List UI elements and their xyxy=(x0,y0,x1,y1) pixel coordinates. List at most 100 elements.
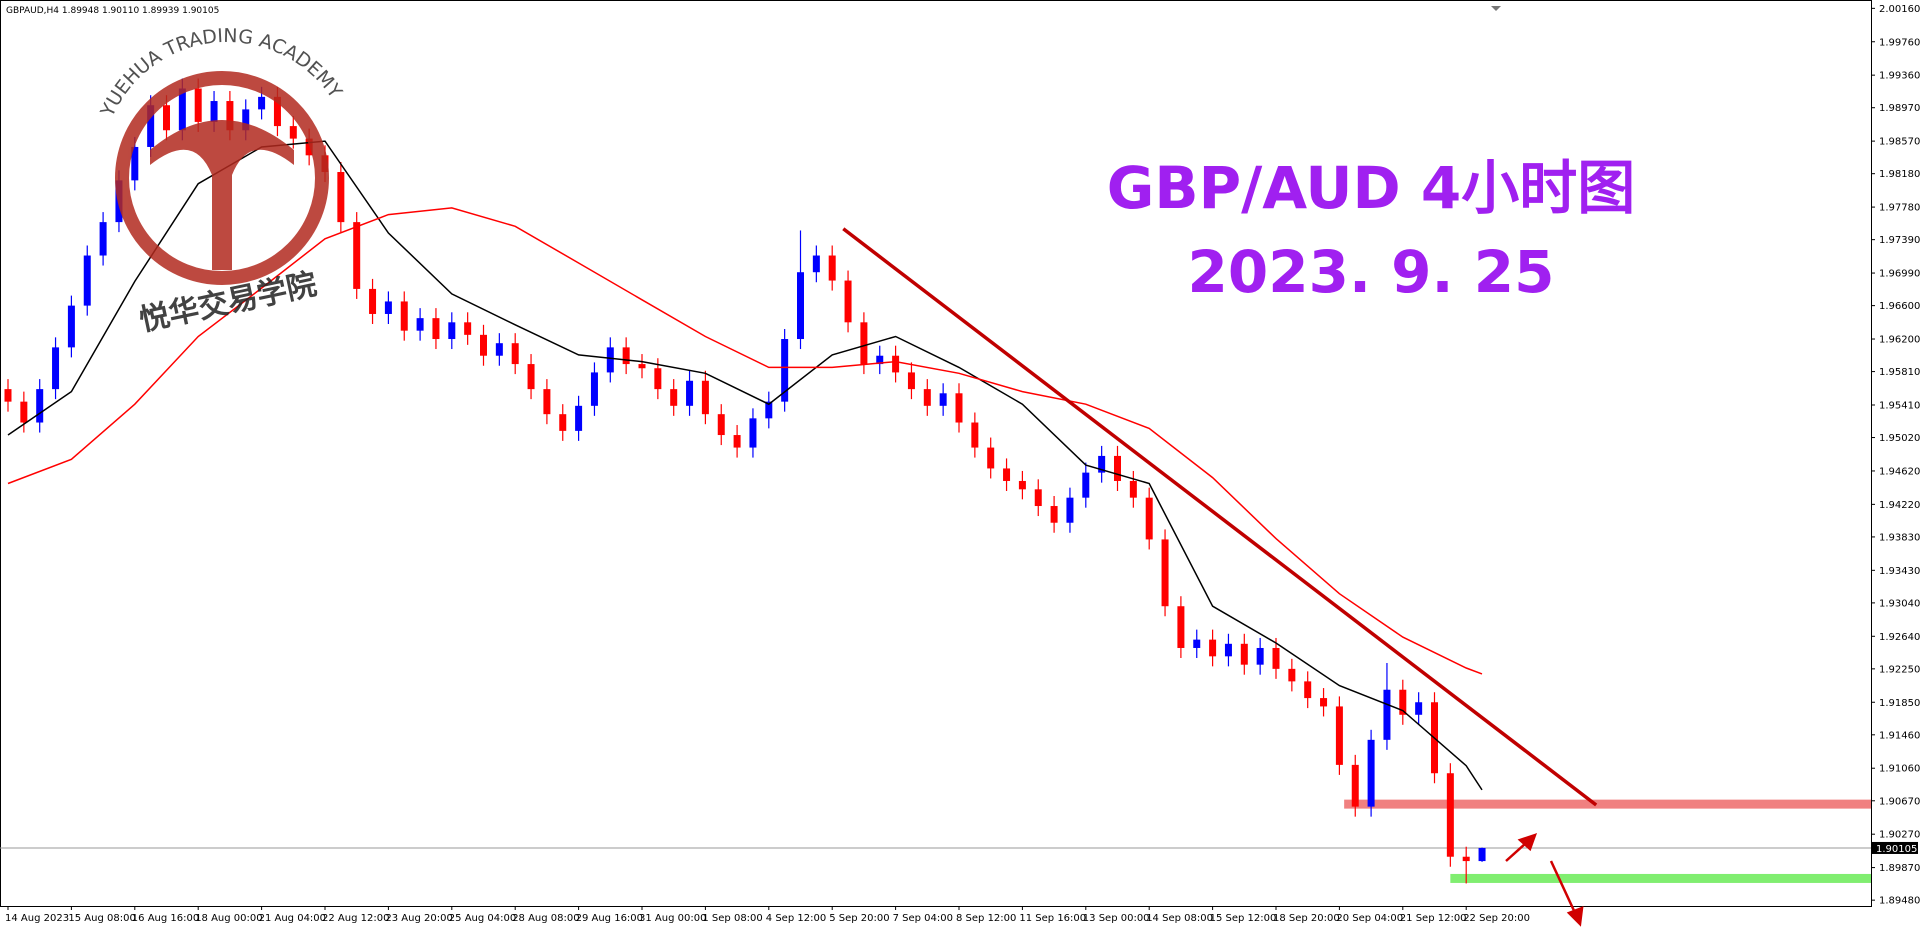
candle-body xyxy=(923,389,931,406)
candle-body xyxy=(733,435,741,448)
candle-body xyxy=(638,364,646,369)
y-tick-label: 2.00160 xyxy=(1879,4,1920,15)
candle-body xyxy=(1161,539,1169,607)
price-zone xyxy=(1344,799,1871,809)
current-price-label: 1.90105 xyxy=(1876,844,1917,855)
candle-body xyxy=(1304,681,1312,699)
candle-body xyxy=(1082,472,1090,498)
y-tick-label: 1.89480 xyxy=(1879,896,1920,907)
y-tick-label: 1.94220 xyxy=(1879,500,1920,511)
candle-body xyxy=(369,288,377,314)
candle-body xyxy=(52,347,60,390)
x-tick-label: 1 Sep 08:00 xyxy=(702,913,762,924)
x-tick-label: 15 Aug 08:00 xyxy=(68,913,135,924)
candle-body xyxy=(654,368,662,390)
candle-body xyxy=(1462,856,1470,862)
candle-body xyxy=(828,255,836,281)
candle-body xyxy=(559,414,567,431)
candle-body xyxy=(781,339,789,402)
candle-body xyxy=(575,405,583,431)
arrow-down xyxy=(1549,860,1578,916)
candle-body xyxy=(464,322,472,335)
candle-body xyxy=(210,101,218,122)
candle-body xyxy=(1114,455,1121,481)
candle-body xyxy=(670,389,678,406)
candle-body xyxy=(844,280,852,323)
candle-body xyxy=(131,146,139,181)
candle-body xyxy=(242,109,250,131)
y-tick-label: 1.98570 xyxy=(1879,137,1920,148)
x-tick-label: 5 Sep 20:00 xyxy=(829,913,889,924)
candle-body xyxy=(147,105,155,147)
candle-body xyxy=(717,414,725,436)
candle-body xyxy=(987,447,995,469)
logo-emblem xyxy=(150,120,294,270)
candle-body xyxy=(1209,639,1217,657)
candle-body xyxy=(797,272,804,340)
candle-body xyxy=(1367,739,1375,807)
y-tick-label: 1.95020 xyxy=(1879,433,1920,444)
candle-body xyxy=(448,322,456,340)
y-tick-label: 1.91460 xyxy=(1879,730,1920,741)
candle-body xyxy=(305,138,313,156)
chart-subtitle: 2023. 9. 25 xyxy=(1188,238,1555,306)
price-zone xyxy=(1450,873,1871,883)
candle-body xyxy=(258,96,266,110)
arrow-up-head xyxy=(1517,833,1538,852)
candle-body xyxy=(67,305,75,348)
candle-body xyxy=(1034,489,1042,507)
y-tick-label: 1.90270 xyxy=(1879,830,1920,841)
candle-body xyxy=(860,322,868,365)
plot-frame xyxy=(0,0,1872,907)
arrows xyxy=(1505,833,1584,927)
candle-body xyxy=(1446,773,1454,857)
x-tick-label: 22 Sep 20:00 xyxy=(1463,913,1530,924)
x-tick-label: 31 Aug 00:00 xyxy=(639,913,706,924)
y-tick-label: 1.98180 xyxy=(1879,169,1920,180)
x-tick-label: 16 Aug 16:00 xyxy=(132,913,199,924)
trendline xyxy=(842,227,1598,807)
candle-body xyxy=(939,393,947,406)
arrow-down-head xyxy=(1566,906,1584,927)
candle-body xyxy=(4,389,12,402)
y-tick-label: 1.97390 xyxy=(1879,235,1920,246)
candle-body xyxy=(432,318,440,340)
candle-body xyxy=(812,255,820,273)
candle-body xyxy=(99,222,107,256)
y-tick-label: 1.96600 xyxy=(1879,301,1920,312)
candle-body xyxy=(606,347,614,373)
candle-body xyxy=(1272,647,1280,669)
candle-body xyxy=(480,334,487,356)
logo-ring xyxy=(115,71,329,285)
x-tick-label: 13 Sep 00:00 xyxy=(1083,913,1150,924)
y-tick-label: 1.89870 xyxy=(1879,863,1920,874)
candle-body xyxy=(1145,497,1153,540)
candle-body xyxy=(971,422,979,448)
x-tick-label: 21 Sep 12:00 xyxy=(1400,913,1467,924)
x-tick-label: 28 Aug 08:00 xyxy=(512,913,579,924)
candle-body xyxy=(749,418,757,448)
moving-average xyxy=(7,207,1483,675)
candle-body xyxy=(527,364,535,390)
y-tick-label: 1.92640 xyxy=(1879,632,1920,643)
candle-body xyxy=(289,126,297,139)
x-tick-label: 14 Sep 08:00 xyxy=(1146,913,1213,924)
candle-body xyxy=(955,393,963,423)
candle-body xyxy=(1224,643,1232,657)
candle-body xyxy=(1288,668,1296,682)
candle-body xyxy=(1177,606,1185,648)
y-tick-label: 1.91850 xyxy=(1879,698,1920,709)
x-tick-label: 25 Aug 04:00 xyxy=(449,913,516,924)
candle-body xyxy=(273,96,281,127)
candle-body xyxy=(178,88,186,131)
candle-body xyxy=(1320,698,1328,707)
x-tick-label: 20 Sep 04:00 xyxy=(1336,913,1403,924)
candle-body xyxy=(1193,639,1201,648)
candle-body xyxy=(590,372,598,406)
shift-marker xyxy=(1491,6,1501,11)
y-tick-label: 1.94620 xyxy=(1879,466,1920,477)
arrow-up xyxy=(1505,842,1527,862)
y-tick-label: 1.96990 xyxy=(1879,269,1920,280)
candle-body xyxy=(1383,689,1391,740)
